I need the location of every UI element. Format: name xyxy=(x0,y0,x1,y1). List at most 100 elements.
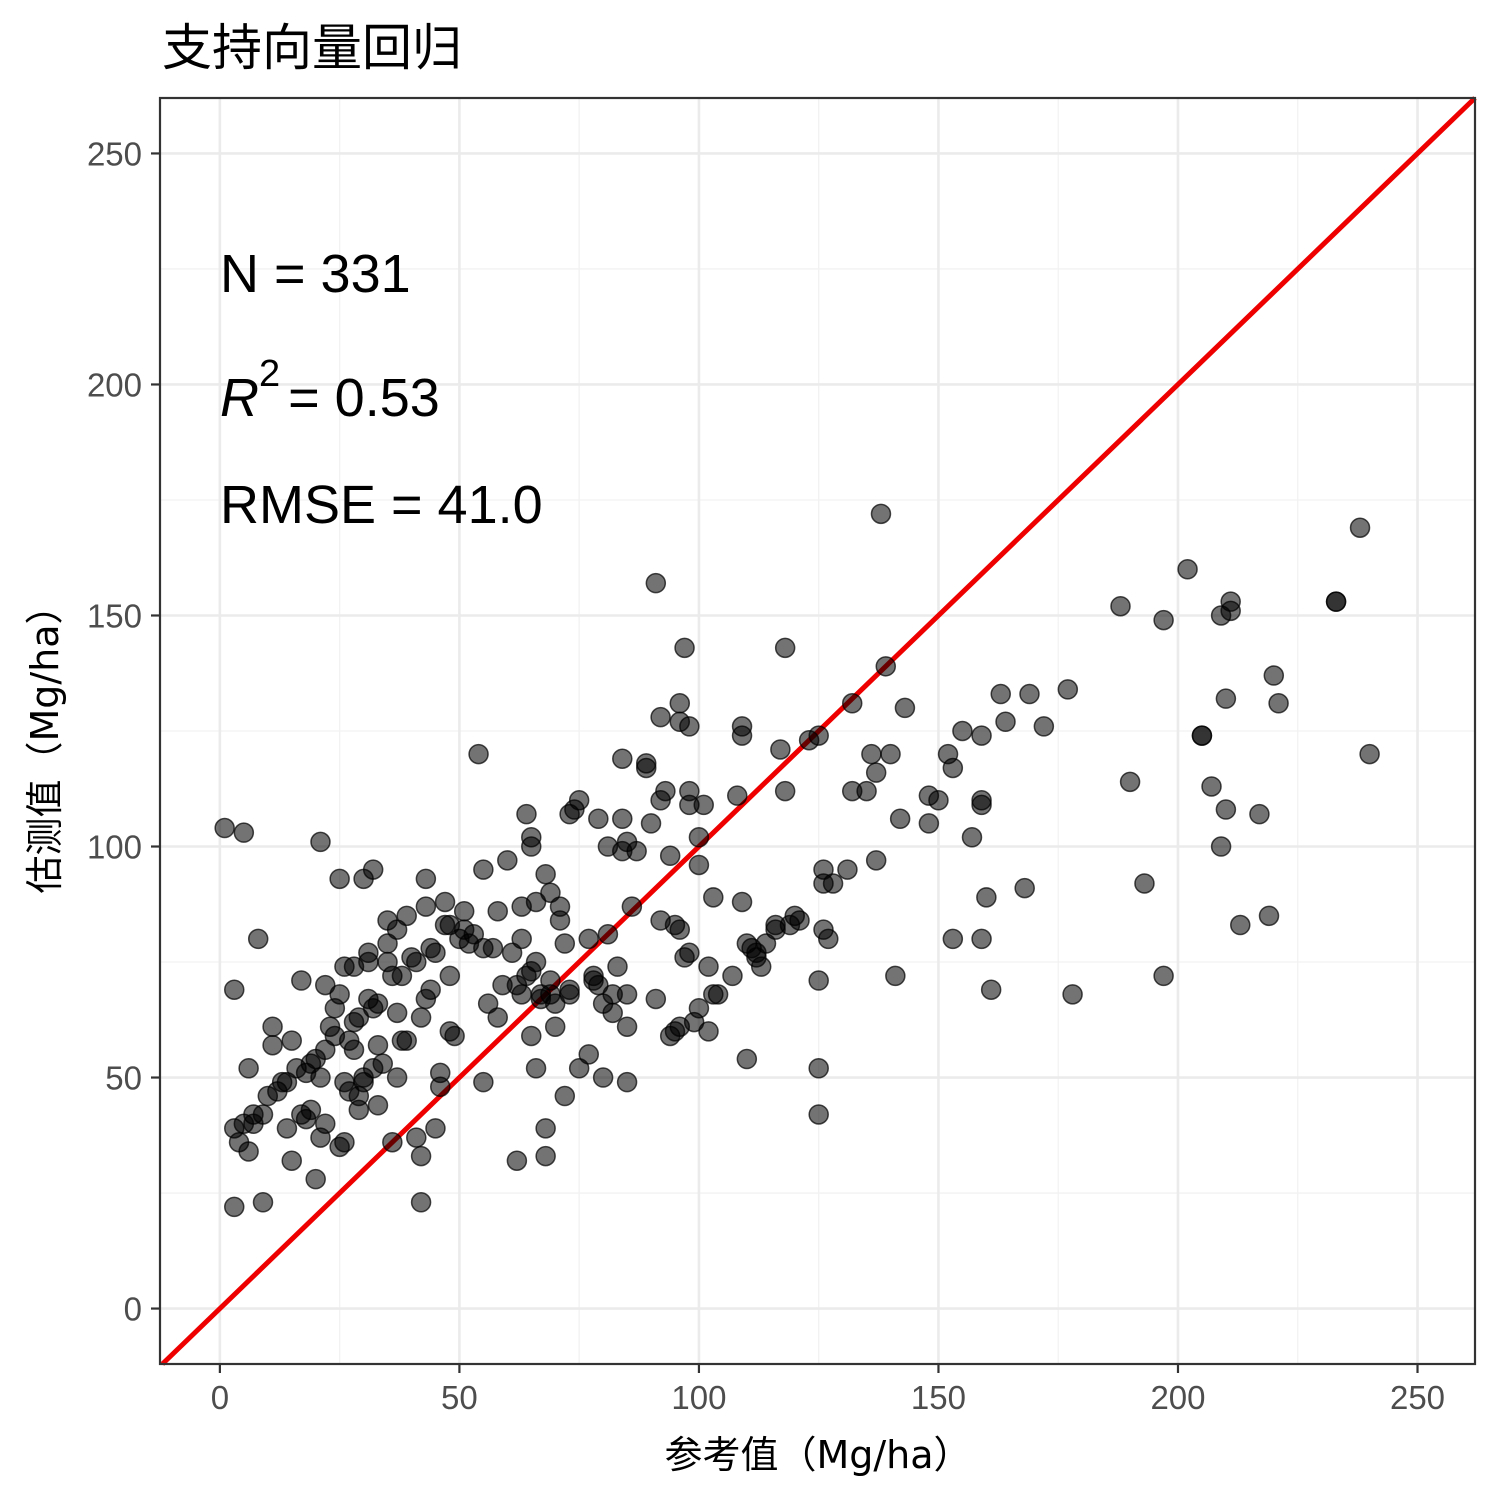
scatter-point xyxy=(774,637,796,659)
scatter-point xyxy=(396,1030,417,1051)
scatter-point xyxy=(329,868,350,890)
scatter-point xyxy=(731,891,753,913)
scatter-point xyxy=(386,1002,408,1024)
scatter-point xyxy=(1258,905,1280,927)
rmse-annotation: RMSE = 41.0 xyxy=(220,475,543,535)
scatter-point xyxy=(942,757,964,779)
scatter-point xyxy=(453,900,475,922)
scatter-point xyxy=(487,1007,508,1028)
scatter-point xyxy=(655,780,676,802)
y-axis-ticks: 0 50 100 150 200 250 xyxy=(87,135,160,1328)
scatter-point xyxy=(894,697,916,719)
scatter-point xyxy=(588,808,609,830)
scatter-point xyxy=(334,1131,355,1153)
scatter-point xyxy=(626,840,647,862)
scatter-point xyxy=(391,965,413,987)
scatter-point xyxy=(516,803,537,825)
scatter-point xyxy=(252,1104,274,1125)
scatter-point xyxy=(348,1007,370,1028)
y-tick-label: 100 xyxy=(87,829,142,866)
scatter-point xyxy=(1153,965,1174,987)
scatter-point xyxy=(918,813,940,834)
scatter-point xyxy=(238,1141,259,1162)
scatter-point xyxy=(310,1067,331,1088)
scatter-point xyxy=(353,1071,374,1093)
scatter-point xyxy=(1201,776,1222,797)
scatter-point xyxy=(707,984,729,1005)
scatter-point xyxy=(525,1058,547,1079)
scatter-point xyxy=(554,933,576,954)
scatter-point xyxy=(875,656,897,677)
scatter-point xyxy=(616,1071,638,1093)
scatter-point xyxy=(281,1150,302,1171)
scatter-point xyxy=(247,928,269,950)
scatter-point xyxy=(487,900,508,922)
scatter-point xyxy=(410,1007,432,1028)
scatter-point xyxy=(1263,665,1285,686)
scatter-point xyxy=(444,1025,465,1047)
scatter-point xyxy=(971,725,992,746)
scatter-point xyxy=(727,785,748,806)
scatter-point xyxy=(549,910,571,931)
data-points xyxy=(214,503,1380,1218)
scatter-point xyxy=(568,790,590,811)
scatter-point xyxy=(276,1071,298,1093)
r2-annotation: R2 = 0.53 xyxy=(220,353,440,428)
scatter-point xyxy=(1057,679,1079,700)
scatter-point xyxy=(698,1021,719,1042)
scatter-point xyxy=(343,1039,365,1061)
scatter-point xyxy=(645,572,667,594)
scatter-point xyxy=(722,965,743,987)
scatter-point xyxy=(1215,799,1237,820)
scatter-point xyxy=(525,891,547,913)
x-tick-label: 200 xyxy=(1150,1379,1205,1416)
scatter-point xyxy=(885,965,906,987)
scatter-point xyxy=(861,743,882,765)
scatter-point xyxy=(386,1067,408,1088)
scatter-point xyxy=(942,928,964,950)
scatter-point xyxy=(607,956,628,977)
scatter-point xyxy=(329,984,350,1005)
scatter-point xyxy=(535,863,556,885)
scatter-point xyxy=(315,1039,336,1061)
x-tick-label: 250 xyxy=(1390,1379,1445,1416)
scatter-point xyxy=(315,974,336,996)
x-tick-label: 0 xyxy=(211,1379,229,1416)
scatter-point xyxy=(367,1095,389,1116)
scatter-point xyxy=(770,739,791,760)
scatter-point xyxy=(535,1118,556,1139)
scatter-point xyxy=(497,850,518,871)
scatter-point xyxy=(889,808,911,830)
scatter-point xyxy=(961,827,983,848)
scatter-point xyxy=(865,850,887,871)
scatter-point xyxy=(616,1016,638,1037)
scatter-point xyxy=(276,1118,298,1139)
x-axis-ticks: 0 50 100 150 200 250 xyxy=(211,1364,1445,1416)
scatter-point xyxy=(310,831,331,853)
scatter-point xyxy=(669,693,691,714)
scatter-point xyxy=(865,762,887,783)
scatter-point xyxy=(976,887,997,908)
scatter-point xyxy=(1349,517,1371,538)
scatter-point xyxy=(1191,725,1213,746)
x-tick-label: 150 xyxy=(911,1379,966,1416)
scatter-point xyxy=(612,748,633,769)
scatter-point xyxy=(521,1025,542,1047)
scatter-point xyxy=(511,928,532,950)
scatter-point xyxy=(1177,559,1198,580)
x-tick-label: 100 xyxy=(671,1379,726,1416)
scatter-point xyxy=(731,725,753,746)
scatter-point xyxy=(233,822,255,843)
scatter-point xyxy=(238,1058,259,1079)
scatter-point xyxy=(477,993,499,1014)
scatter-point xyxy=(808,725,829,746)
scatter-point xyxy=(774,780,796,802)
scatter-point xyxy=(674,637,695,659)
scatter-point xyxy=(679,716,700,737)
scatter-point xyxy=(410,1192,432,1213)
y-tick-label: 250 xyxy=(87,135,142,172)
scatter-point xyxy=(482,937,504,959)
scatter-point xyxy=(1014,877,1035,899)
scatter-point xyxy=(621,896,643,917)
